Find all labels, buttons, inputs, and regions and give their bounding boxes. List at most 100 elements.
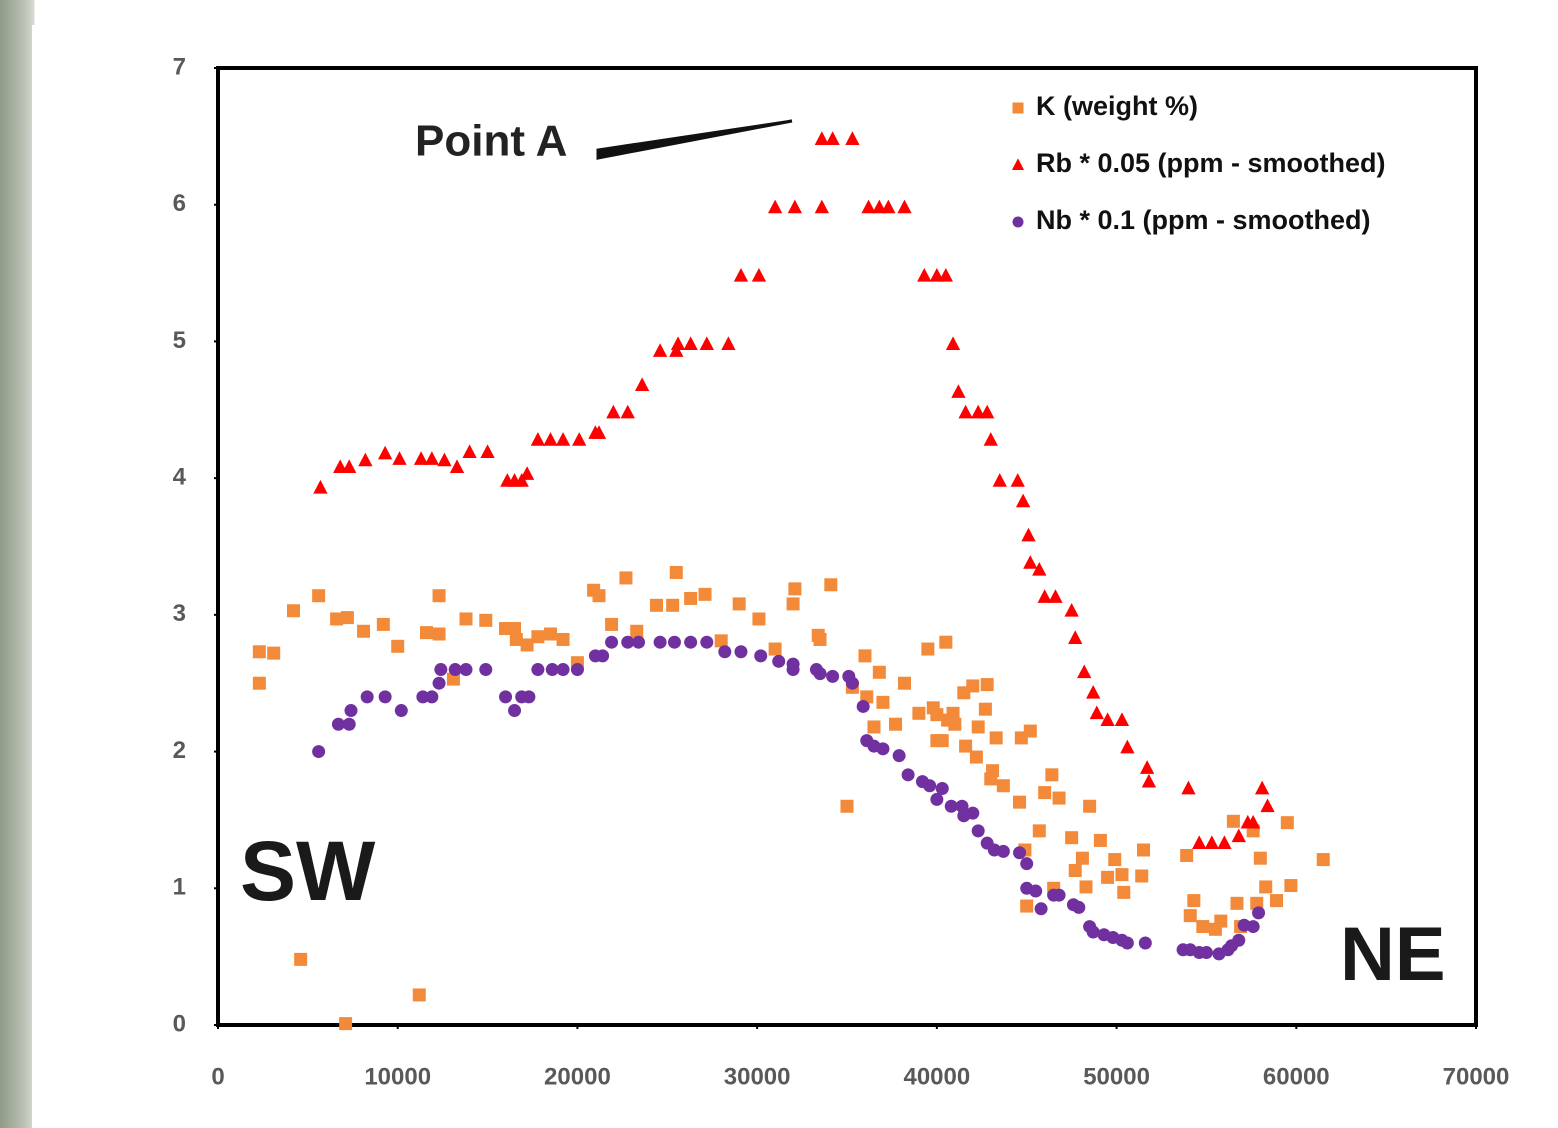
point xyxy=(556,632,570,646)
point xyxy=(946,706,960,720)
point xyxy=(930,792,944,806)
point xyxy=(700,635,714,649)
point xyxy=(358,452,373,467)
point xyxy=(377,445,393,460)
point xyxy=(768,642,782,656)
point xyxy=(252,676,266,690)
point xyxy=(1052,791,1066,805)
point xyxy=(1020,857,1034,871)
point xyxy=(1120,739,1135,754)
point xyxy=(892,749,906,763)
point xyxy=(670,336,686,351)
point xyxy=(898,676,912,690)
point xyxy=(1284,879,1298,893)
point xyxy=(499,690,513,704)
point xyxy=(1181,780,1196,795)
point xyxy=(543,627,557,641)
point xyxy=(966,806,980,820)
point xyxy=(845,676,859,690)
legend-marker xyxy=(1011,158,1025,170)
legend-marker xyxy=(1012,102,1024,114)
point xyxy=(312,745,326,759)
point xyxy=(1020,899,1034,913)
point xyxy=(437,452,452,467)
point xyxy=(1021,527,1036,542)
point xyxy=(1137,843,1151,857)
point xyxy=(459,612,473,626)
point xyxy=(1253,851,1267,865)
point xyxy=(856,699,870,713)
point xyxy=(992,473,1007,487)
point xyxy=(519,466,535,480)
point xyxy=(772,654,786,668)
point xyxy=(630,624,644,638)
point xyxy=(813,667,827,681)
point xyxy=(1246,920,1260,934)
point xyxy=(1083,799,1097,813)
annotation: SW xyxy=(240,824,376,918)
point xyxy=(424,451,440,465)
point xyxy=(1072,900,1086,914)
point xyxy=(1246,814,1261,829)
point xyxy=(1045,768,1059,782)
point xyxy=(432,589,446,603)
point xyxy=(252,645,266,659)
point xyxy=(1217,835,1232,850)
point xyxy=(653,635,667,649)
point xyxy=(699,336,714,351)
y-tick-label: 7 xyxy=(173,53,186,80)
point xyxy=(929,268,945,282)
point xyxy=(391,639,405,653)
point xyxy=(840,799,854,813)
point xyxy=(767,199,783,214)
point xyxy=(938,268,953,282)
point xyxy=(1037,589,1052,603)
legend-marker xyxy=(1012,216,1024,228)
point xyxy=(286,604,300,618)
point xyxy=(591,425,607,439)
point xyxy=(684,591,698,605)
point xyxy=(980,678,994,692)
point xyxy=(986,764,1000,778)
point xyxy=(508,622,522,636)
point xyxy=(392,451,407,465)
point xyxy=(605,617,619,631)
point xyxy=(948,717,962,731)
point xyxy=(1052,888,1066,902)
point xyxy=(1034,902,1048,916)
point xyxy=(1068,630,1083,644)
point xyxy=(634,377,650,392)
point xyxy=(606,404,621,419)
point xyxy=(592,589,606,603)
point xyxy=(621,635,635,649)
point xyxy=(786,597,800,611)
point xyxy=(1108,853,1122,867)
point xyxy=(901,768,915,782)
point xyxy=(732,597,746,611)
point xyxy=(1187,894,1201,908)
point xyxy=(1117,885,1131,899)
point xyxy=(1120,936,1134,950)
point xyxy=(508,704,522,718)
point xyxy=(312,589,326,603)
point xyxy=(479,663,493,677)
point xyxy=(1252,906,1266,920)
point xyxy=(1232,933,1246,947)
point xyxy=(867,720,881,734)
point xyxy=(572,432,587,446)
point xyxy=(605,635,619,649)
point xyxy=(980,404,995,419)
point xyxy=(1023,555,1038,569)
point xyxy=(788,582,802,596)
point xyxy=(858,649,872,663)
point xyxy=(923,779,937,793)
point xyxy=(330,612,344,626)
y-tick-label: 5 xyxy=(173,327,186,354)
point xyxy=(876,695,890,709)
point xyxy=(1135,869,1149,883)
point xyxy=(824,578,838,592)
point xyxy=(413,451,429,465)
point xyxy=(754,649,768,663)
